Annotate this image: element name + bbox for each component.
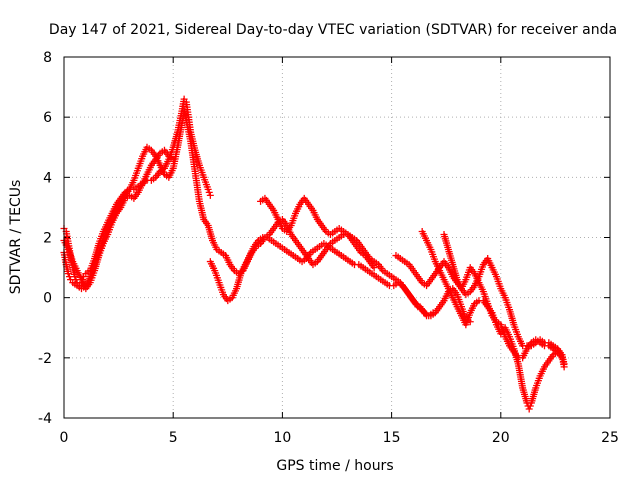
series-track-i <box>440 230 566 362</box>
x-tick-label: 20 <box>492 430 510 446</box>
data-point-marker <box>65 273 73 281</box>
data-point-marker <box>558 354 566 362</box>
data-point-marker <box>526 402 534 410</box>
data-point-marker <box>370 264 378 272</box>
y-tick-label: 0 <box>43 291 52 307</box>
y-tick-label: 8 <box>43 50 52 66</box>
data-point-marker <box>205 188 213 196</box>
data-point-marker <box>169 155 177 163</box>
x-tick-label: 10 <box>273 430 291 446</box>
y-tick-label: -4 <box>38 411 52 427</box>
x-tick-label: 25 <box>601 430 619 446</box>
series-track-g <box>392 252 568 368</box>
data-point-marker <box>206 191 214 199</box>
series-track-e <box>206 234 437 320</box>
data-point-marker <box>525 405 533 413</box>
series-track-c <box>60 146 177 293</box>
data-marks <box>60 95 568 413</box>
y-tick-label: -2 <box>38 351 52 367</box>
data-point-marker <box>64 270 72 278</box>
plot-frame <box>63 56 611 419</box>
y-tick-label: 4 <box>43 170 52 186</box>
series-track-b <box>60 107 217 293</box>
x-tick-label: 15 <box>383 430 401 446</box>
x-tick-label: 0 <box>60 430 69 446</box>
data-point-marker <box>429 309 437 317</box>
data-point-marker <box>560 363 568 371</box>
tick-labels: 0 5 10 15 20 25 -4 -2 0 2 4 6 8 <box>38 50 619 446</box>
data-point-marker <box>204 185 212 193</box>
x-axis-label: GPS time / hours <box>276 458 393 474</box>
series-track-f <box>257 194 378 272</box>
y-tick-label: 2 <box>43 231 52 247</box>
y-axis-label: SDTVAR / TECUs <box>8 180 24 295</box>
chart-title: Day 147 of 2021, Sidereal Day-to-day VTE… <box>49 22 617 38</box>
y-tick-label: 6 <box>43 110 52 126</box>
x-tick-label: 5 <box>169 430 178 446</box>
